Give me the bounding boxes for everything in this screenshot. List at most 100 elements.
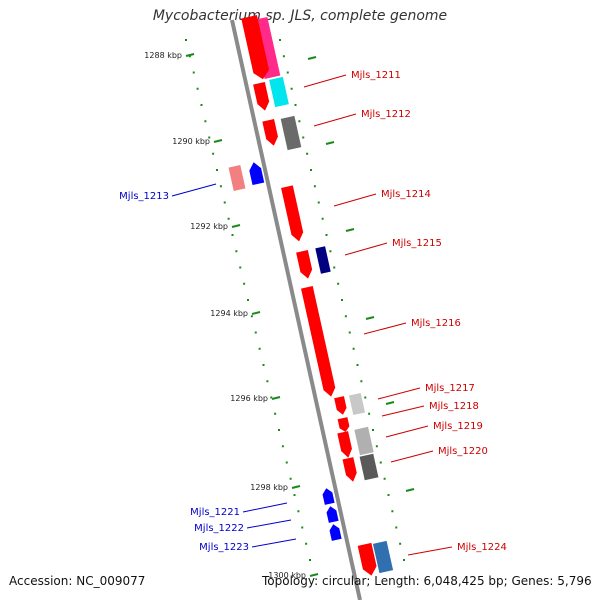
scale-dotted-guide-left [185, 39, 311, 561]
scale-tick-mark [345, 228, 355, 232]
gene-label-mjls-1220: Mjls_1220 [438, 446, 488, 457]
guide-dot [266, 380, 269, 383]
scale-tick-label: 1300 kbp [268, 571, 306, 580]
leader-line [171, 183, 217, 197]
guide-dot [196, 87, 199, 90]
gene-mjls-1215-body [296, 250, 313, 279]
guide-dot [258, 347, 261, 350]
gene-label-mjls-1216: Mjls_1216 [411, 318, 461, 329]
gene-mjls-1213-body [249, 162, 265, 186]
guide-dot [341, 299, 343, 301]
feature-light-grey [348, 392, 366, 416]
scale-tick-mark [291, 485, 301, 489]
guide-dot [282, 55, 285, 58]
guide-dot [372, 429, 374, 431]
gene-mjls-1211 [241, 15, 270, 80]
guide-dot [333, 266, 336, 269]
leader-line [390, 450, 434, 463]
gene-mjls-1224-body [357, 542, 377, 576]
scale-tick-mark [251, 311, 261, 315]
guide-dot [239, 266, 242, 269]
gene-mjls-1212 [262, 119, 278, 146]
gene-label-mjls-1223: Mjls_1223 [199, 542, 249, 553]
gene-label-mjls-1218: Mjls_1218 [429, 401, 479, 412]
gene-mjls-1224 [357, 542, 377, 576]
guide-dot [309, 559, 311, 561]
guide-dot [223, 201, 226, 204]
feature-cyan [269, 76, 289, 108]
guide-dot [395, 526, 398, 529]
gene-mjls-1218 [337, 417, 350, 432]
gene-label-mjls-1211: Mjls_1211 [351, 70, 401, 81]
gene-mjls-1217-body [334, 396, 347, 415]
guide-dot [204, 120, 207, 123]
gene-mjls-1216 [301, 286, 336, 397]
gene-mjls-1219 [337, 431, 352, 458]
gene-mjls-1216-body [301, 286, 336, 397]
guide-dot [208, 136, 211, 139]
gene-mjls-1217 [334, 396, 347, 415]
map-title: Mycobacterium sp. JLS, complete genome [152, 8, 448, 24]
guide-dot [344, 315, 347, 318]
guide-dot [294, 104, 297, 106]
leader-line [303, 74, 347, 88]
backbone-line [230, 19, 362, 600]
guide-dot [192, 71, 195, 74]
scale-ticks: 1288 kbp 1290 kbp 1292 kbp 1294 kbp 1296 kbp… [144, 51, 415, 580]
guide-dot [219, 185, 222, 188]
guide-dot [286, 71, 289, 74]
feature-navy-body [315, 246, 331, 274]
guide-dot [188, 55, 191, 58]
scale-tick-mark [231, 224, 241, 228]
guide-dot [368, 412, 371, 415]
gene-mjls-1212-body [262, 119, 278, 146]
leader-line [242, 502, 288, 513]
feature-steel-blue [372, 540, 394, 574]
scale-tick-mark [213, 139, 223, 143]
guide-dot [274, 412, 277, 415]
leader-line [385, 425, 429, 438]
scale-tick-label: 1288 kbp [144, 51, 182, 60]
guide-dot [356, 364, 359, 366]
feature-silver [354, 426, 374, 456]
leader-line [377, 387, 421, 400]
feature-cyan-body [269, 76, 289, 108]
guide-dot [216, 169, 218, 171]
gene-label-mjls-1215: Mjls_1215 [392, 238, 442, 249]
scale-tick-label: 1298 kbp [250, 483, 288, 492]
guide-dot [391, 510, 394, 513]
scale-tick-mark [307, 56, 317, 60]
leader-line [333, 193, 377, 207]
scale-tick-label: 1290 kbp [172, 137, 210, 146]
leader-line [251, 538, 297, 548]
gene-mjls-1222 [326, 506, 339, 523]
feature-light-grey-body [348, 392, 366, 416]
guide-dot [289, 477, 292, 480]
guide-dot [352, 347, 355, 350]
gene-mjls-1214 [281, 185, 304, 242]
guide-dot [301, 526, 304, 529]
accession-text: Accession: NC_009077 [9, 574, 146, 588]
guide-dot [278, 429, 280, 431]
gene-mjls-1213 [249, 162, 265, 186]
guide-dot [399, 542, 402, 545]
guide-dot [247, 299, 249, 301]
guide-dot [348, 331, 351, 334]
feature-silver-body [354, 426, 374, 456]
scale-tick-mark [271, 396, 281, 400]
gene-label-mjls-1217: Mjls_1217 [425, 383, 475, 394]
gene-label-mjls-1219: Mjls_1219 [433, 421, 483, 432]
scale-tick-mark [385, 401, 395, 405]
scale-dotted-guide-right [279, 39, 405, 561]
guide-dot [403, 559, 405, 561]
guide-dot [185, 39, 187, 41]
gene-label-mjls-1222: Mjls_1222 [194, 523, 244, 534]
guide-dot [321, 217, 324, 220]
gene-mjls-1219-body [337, 431, 352, 458]
guide-dot [379, 461, 382, 464]
guide-dot [298, 120, 301, 123]
scale-tick-label: 1296 kbp [230, 394, 268, 403]
guide-dot [364, 396, 367, 399]
gene-mjls-1218-body [337, 417, 350, 432]
